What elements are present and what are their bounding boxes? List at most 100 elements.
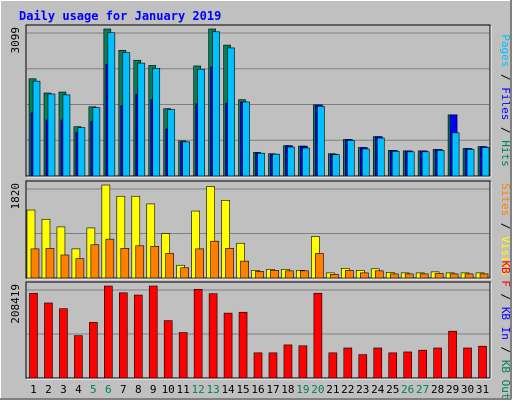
bar-kb-f-18 [283,344,293,379]
bar-sites-12 [195,248,204,279]
bar-pages-31 [481,147,490,177]
bar-kb-f-6 [104,285,113,379]
ymax-label-visits: 1820 [9,183,22,210]
bar-pages-15 [242,101,250,177]
legend-visits: Sites / Visits [499,183,512,276]
bar-pages-10 [167,109,176,177]
bar-kb-f-7 [119,292,128,379]
bar-sites-26 [404,273,414,279]
day-label: 30 [461,383,474,396]
bar-kb-f-23 [358,354,368,379]
bar-sites-10 [165,253,175,279]
bar-kb-f-26 [403,351,412,379]
bar-kb-f-17 [268,352,278,379]
day-label: 9 [150,383,157,396]
day-label: 18 [281,383,294,396]
bar-pages-21 [332,154,340,177]
bar-kb-f-5 [89,322,98,379]
bar-sites-17 [270,270,279,279]
bar-kb-f-24 [373,347,383,379]
bar-kb-f-1 [29,292,38,379]
bar-kb-f-9 [148,285,158,379]
bar-sites-16 [255,271,264,279]
bar-pages-22 [347,140,355,177]
bar-pages-23 [361,148,370,177]
bar-sites-3 [60,254,70,279]
bar-pages-7 [122,52,131,177]
legend-entry-pages: Pages [499,34,512,67]
bar-sites-1 [30,248,40,279]
bar-sites-29 [449,273,459,279]
bar-pages-28 [436,150,445,177]
day-label: 26 [401,383,414,396]
bar-pages-16 [257,152,265,177]
day-label: 25 [386,383,399,396]
bar-sites-9 [150,246,160,279]
day-label: 21 [326,383,339,396]
bar-pages-29 [451,132,460,177]
bar-sites-30 [464,273,474,279]
bar-sites-24 [374,270,384,279]
bar-sites-27 [419,273,429,279]
day-label: 22 [341,383,354,396]
panel-visits-sites [25,180,492,280]
day-label: 14 [221,383,235,396]
bar-kb-f-13 [208,293,218,379]
bar-sites-18 [285,270,294,279]
bar-pages-30 [466,149,475,177]
bar-pages-4 [77,127,86,177]
bar-kb-f-19 [298,345,308,379]
bar-sites-14 [225,248,234,279]
bar-pages-11 [182,141,190,177]
bar-pages-26 [406,151,415,177]
bar-pages-6 [107,32,116,177]
bar-kb-f-28 [433,347,442,379]
bar-pages-9 [152,68,161,177]
bar-pages-14 [227,47,235,177]
bar-pages-27 [421,151,430,177]
bar-kb-f-4 [74,335,83,379]
day-label: 28 [431,383,444,396]
bar-sites-6 [105,238,115,279]
legend-entry-kb_out: KB Out [499,360,512,400]
day-label: 27 [416,383,429,396]
bar-pages-25 [391,151,400,177]
day-label: 24 [371,383,385,396]
bar-sites-31 [479,273,489,279]
bar-kb-f-14 [223,312,233,379]
day-label: 12 [192,383,205,396]
bar-sites-8 [135,245,145,279]
bar-sites-19 [300,270,309,279]
day-label: 20 [311,383,324,396]
bar-kb-f-3 [59,308,68,379]
day-label: 7 [120,383,127,396]
ymax-label-hits: 3099 [9,27,22,54]
bar-sites-25 [389,273,399,279]
bar-sites-20 [315,253,324,279]
bar-pages-5 [92,107,101,177]
day-label: 29 [446,383,459,396]
bar-pages-19 [302,147,310,177]
day-label: 17 [266,383,279,396]
day-label: 4 [75,383,82,396]
bar-pages-1 [32,80,41,177]
bar-pages-20 [317,105,325,177]
legend-entry-hits: Hits [499,140,512,167]
day-label: 15 [236,383,249,396]
day-label: 23 [356,383,369,396]
bar-sites-2 [45,248,55,279]
bar-kb-f-11 [178,332,188,379]
bar-kb-f-16 [253,352,263,379]
bar-kb-f-30 [463,347,472,379]
bar-sites-4 [75,258,85,279]
bar-sites-23 [359,272,369,279]
bar-sites-7 [120,248,130,279]
day-label: 31 [476,383,489,396]
bar-kb-f-22 [343,347,353,379]
bar-sites-22 [345,270,354,279]
bar-kb-f-8 [133,294,143,379]
legend-entry-kb_in: KB In [499,307,512,340]
legend-kbytes: KB F / KB In / KB Out [499,260,512,399]
legend-entry-files: Files [499,87,512,120]
panel-kbytes [25,281,492,380]
